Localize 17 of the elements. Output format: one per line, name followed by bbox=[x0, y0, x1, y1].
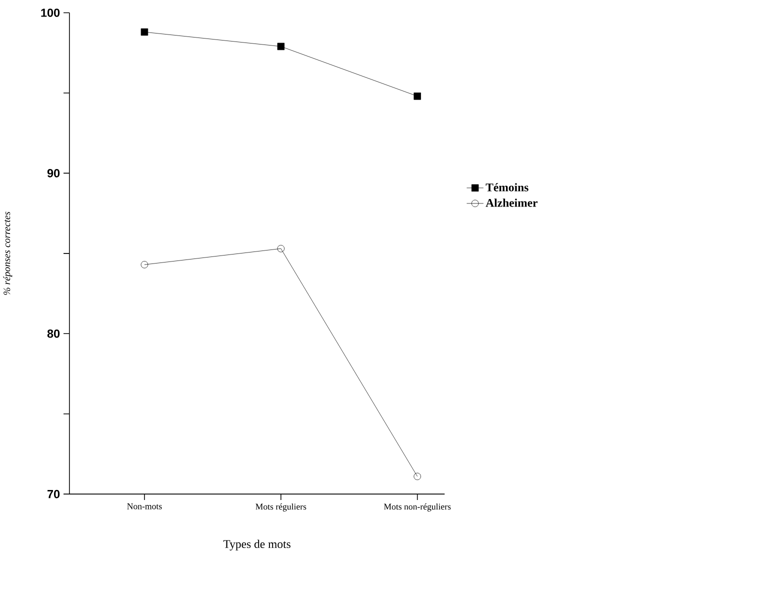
y-tick-label: 100 bbox=[41, 8, 60, 17]
x-tick-label: Mots réguliers bbox=[256, 503, 306, 512]
point bbox=[277, 42, 285, 50]
x-tick-label: Non-mots bbox=[127, 503, 162, 510]
point bbox=[140, 260, 148, 268]
y-tick-label: 80 bbox=[47, 329, 60, 338]
legend-label: Alzheimer bbox=[486, 198, 538, 207]
y-axis-title: % réponses correctes bbox=[3, 212, 12, 295]
x-tick-label: Mots non-réguliers bbox=[384, 503, 451, 512]
point bbox=[414, 472, 421, 480]
x-axis-title: Types de mots bbox=[223, 540, 290, 550]
legend-label: Témoins bbox=[486, 183, 528, 192]
point bbox=[414, 92, 421, 100]
point bbox=[277, 244, 285, 252]
y-tick-label: 70 bbox=[48, 490, 60, 498]
point bbox=[140, 28, 148, 36]
y-tick-label: 90 bbox=[47, 168, 60, 178]
